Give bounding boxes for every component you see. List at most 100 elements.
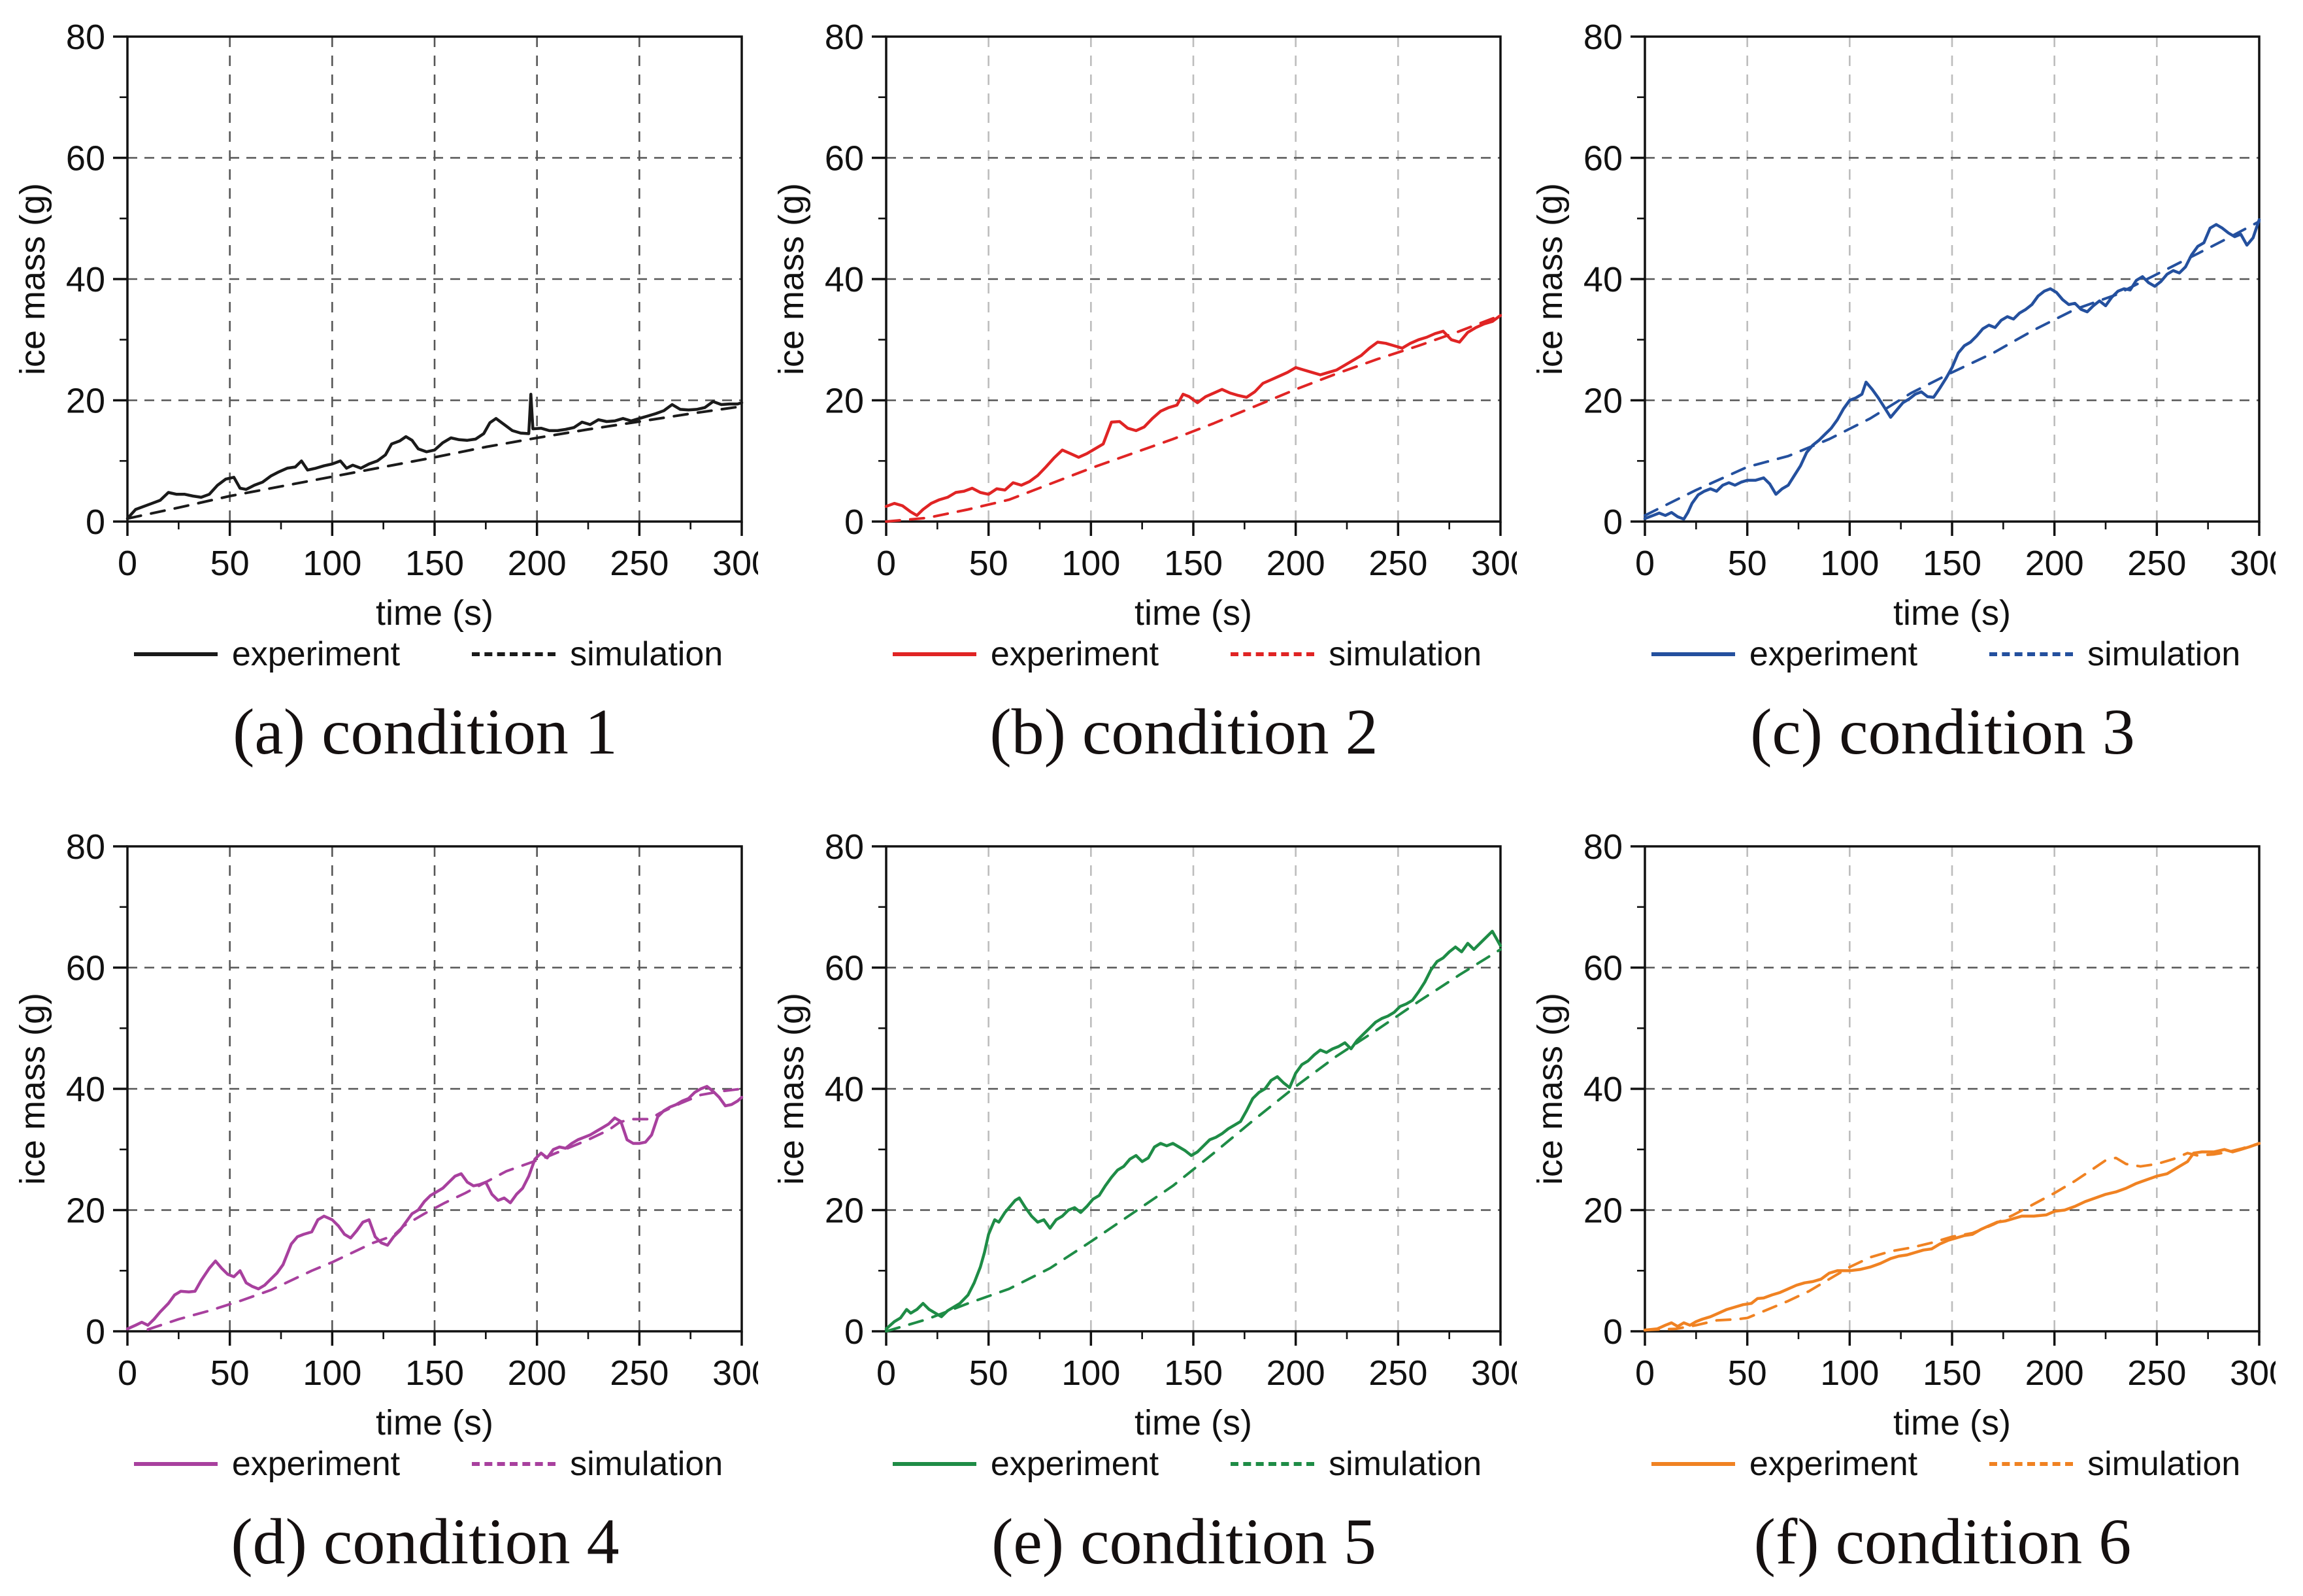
x-tick-label: 250 xyxy=(610,544,669,583)
x-tick-label: 0 xyxy=(118,1354,137,1393)
x-tick-label: 200 xyxy=(2025,1354,2084,1393)
chart-condition-4: 0 50 100 150 200 250 300 0 20 40 60 80 time (s) ice m… xyxy=(13,827,758,1442)
plot-area: 0 50 100 150 200 250 300 0 20 40 60 80 time (s) ice m… xyxy=(13,18,758,633)
y-tick-label: 0 xyxy=(1603,503,1623,542)
y-tick-label: 60 xyxy=(66,949,105,988)
y-tick-label: 40 xyxy=(825,1070,864,1109)
y-tick-label: 60 xyxy=(1583,139,1623,178)
y-tick-label: 0 xyxy=(844,1312,864,1352)
x-tick-label: 50 xyxy=(210,544,250,583)
simulation-line-sample xyxy=(1231,1462,1315,1466)
experiment-line-sample xyxy=(892,1462,976,1466)
x-tick-label: 50 xyxy=(969,544,1008,583)
experiment-line-sample xyxy=(1651,652,1735,656)
panel-condition-1: 0 50 100 150 200 250 300 0 20 40 60 80 time (s) ice m… xyxy=(7,5,765,799)
x-tick-label: 150 xyxy=(1164,544,1223,583)
y-tick-label: 20 xyxy=(66,1191,105,1231)
x-tick-label: 100 xyxy=(303,544,361,583)
panel-condition-5: 0 50 100 150 200 250 300 0 20 40 60 80 time (s) ice m… xyxy=(765,815,1524,1586)
x-tick-label: 250 xyxy=(2127,1354,2186,1393)
x-axis-title: time (s) xyxy=(1135,593,1252,633)
x-tick-label: 100 xyxy=(1820,1354,1879,1393)
x-tick-label: 200 xyxy=(2025,544,2084,583)
legend-label-simulation: simulation xyxy=(2087,635,2241,673)
panel-caption: (a) condition 1 xyxy=(233,695,618,768)
chart-condition-5: 0 50 100 150 200 250 300 0 20 40 60 80 time (s) ice m… xyxy=(772,827,1517,1442)
x-tick-label: 250 xyxy=(2127,544,2186,583)
x-axis-title: time (s) xyxy=(1135,1403,1252,1442)
legend-condition-3: experiment simulation xyxy=(1524,634,2283,674)
legend-label-experiment: experiment xyxy=(1749,1445,1918,1483)
simulation-line-sample xyxy=(1989,1462,2074,1466)
legend-label-simulation: simulation xyxy=(1329,1445,1482,1483)
panel-condition-3: 0 50 100 150 200 250 300 0 20 40 60 80 time (s) ice m… xyxy=(1524,5,2283,799)
y-tick-label: 80 xyxy=(1583,18,1623,57)
y-axis-title: ice mass (g) xyxy=(13,183,52,375)
legend-label-simulation: simulation xyxy=(570,1445,723,1483)
x-tick-label: 300 xyxy=(712,544,758,583)
y-axis-title: ice mass (g) xyxy=(1531,183,1570,375)
chart-condition-3: 0 50 100 150 200 250 300 0 20 40 60 80 time (s) ice m… xyxy=(1531,18,2276,633)
y-tick-label: 20 xyxy=(825,1191,864,1231)
y-tick-label: 40 xyxy=(66,260,105,299)
simulation-line-sample xyxy=(1231,652,1315,656)
panel-caption: (d) condition 4 xyxy=(231,1505,620,1578)
x-tick-label: 200 xyxy=(508,544,567,583)
simulation-line xyxy=(146,1088,743,1331)
y-tick-label: 0 xyxy=(86,503,105,542)
y-tick-label: 40 xyxy=(66,1070,105,1109)
experiment-line xyxy=(884,929,1502,1331)
legend-condition-2: experiment simulation xyxy=(765,634,1524,674)
panel-condition-4: 0 50 100 150 200 250 300 0 20 40 60 80 time (s) ice m… xyxy=(7,815,765,1586)
simulation-line xyxy=(1644,220,2261,517)
experiment-line-sample xyxy=(892,652,976,656)
legend-label-experiment: experiment xyxy=(231,1445,401,1483)
x-tick-label: 200 xyxy=(1267,1354,1325,1393)
y-tick-label: 80 xyxy=(825,827,864,867)
legend-label-simulation: simulation xyxy=(570,635,723,673)
x-tick-label: 300 xyxy=(2230,544,2276,583)
plot-area: 0 50 100 150 200 250 300 0 20 40 60 80 time (s) ice m… xyxy=(1531,18,2276,633)
panel-caption: (f) condition 6 xyxy=(1753,1505,2132,1578)
simulation-line-sample xyxy=(472,1462,556,1466)
x-tick-label: 150 xyxy=(1164,1354,1223,1393)
legend-label-experiment: experiment xyxy=(231,635,401,673)
y-tick-label: 80 xyxy=(66,18,105,57)
experiment-line xyxy=(125,392,744,520)
legend-label-experiment: experiment xyxy=(1749,635,1918,673)
experiment-line xyxy=(125,1085,744,1331)
x-axis-title: time (s) xyxy=(376,1403,493,1442)
experiment-line-sample xyxy=(1651,1462,1735,1466)
y-tick-label: 0 xyxy=(1603,1312,1623,1352)
simulation-line-sample xyxy=(1989,652,2074,656)
x-tick-label: 0 xyxy=(1635,1354,1655,1393)
y-tick-label: 40 xyxy=(825,260,864,299)
y-tick-label: 80 xyxy=(1583,827,1623,867)
y-tick-label: 20 xyxy=(1583,1191,1623,1231)
legend-label-simulation: simulation xyxy=(1329,635,1482,673)
x-tick-label: 100 xyxy=(1820,544,1879,583)
legend-label-experiment: experiment xyxy=(990,1445,1159,1483)
simulation-line-sample xyxy=(472,652,556,656)
x-axis-title: time (s) xyxy=(1893,1403,2011,1442)
plot-area: 0 50 100 150 200 250 300 0 20 40 60 80 time (s) ice m… xyxy=(772,827,1517,1442)
x-tick-label: 0 xyxy=(118,544,137,583)
y-tick-label: 60 xyxy=(1583,949,1623,988)
plot-area: 0 50 100 150 200 250 300 0 20 40 60 80 time (s) ice m… xyxy=(772,18,1517,633)
legend-condition-1: experiment simulation xyxy=(7,634,765,674)
x-tick-label: 150 xyxy=(1923,1354,1981,1393)
simulation-line xyxy=(885,314,1502,523)
legend-label-simulation: simulation xyxy=(2087,1445,2241,1483)
x-tick-label: 200 xyxy=(508,1354,567,1393)
x-tick-label: 0 xyxy=(876,1354,896,1393)
chart-condition-6: 0 50 100 150 200 250 300 0 20 40 60 80 time (s) ice m… xyxy=(1531,827,2276,1442)
panel-caption: (e) condition 5 xyxy=(991,1505,1376,1578)
y-axis-title: ice mass (g) xyxy=(1531,993,1570,1185)
y-tick-label: 20 xyxy=(1583,382,1623,421)
x-tick-label: 150 xyxy=(405,1354,464,1393)
y-tick-label: 40 xyxy=(1583,260,1623,299)
y-tick-label: 0 xyxy=(844,503,864,542)
x-tick-label: 150 xyxy=(405,544,464,583)
panel-caption: (b) condition 2 xyxy=(989,695,1378,768)
